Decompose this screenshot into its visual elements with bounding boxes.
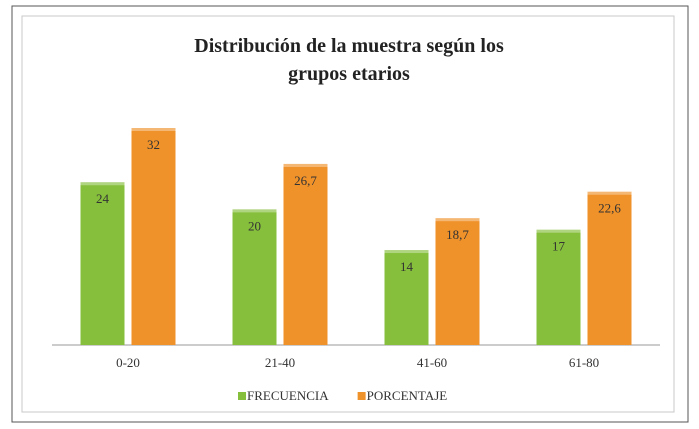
data-label: 22,6: [598, 201, 621, 216]
bar-shine: [283, 163, 328, 167]
x-tick-label: 0-20: [116, 355, 140, 370]
bar-shine: [536, 229, 581, 233]
bar: [536, 229, 581, 345]
bar-shine: [232, 209, 277, 213]
bar-shine: [435, 218, 480, 222]
x-tick-label: 61-80: [569, 355, 599, 370]
chart-frame: [21, 15, 675, 413]
legend-label: FRECUENCIA: [247, 388, 329, 403]
data-label: 24: [96, 191, 110, 206]
bar: [283, 163, 328, 345]
bar: [435, 218, 480, 345]
bar-shine: [587, 191, 632, 195]
x-tick-label: 21-40: [265, 355, 295, 370]
data-label: 17: [552, 239, 566, 254]
x-tick-label: 41-60: [417, 355, 447, 370]
bar-shine: [131, 128, 176, 131]
legend-swatch: [238, 392, 246, 400]
data-label: 14: [400, 259, 414, 274]
data-label: 20: [248, 218, 261, 233]
bar-shine: [384, 250, 429, 254]
data-label: 18,7: [446, 227, 469, 242]
bar-shine: [80, 182, 125, 186]
bar: [131, 128, 176, 345]
legend-swatch: [357, 392, 366, 400]
bar: [232, 209, 277, 345]
bar: [384, 250, 429, 345]
legend-label: PORCENTAJE: [367, 388, 448, 403]
data-label: 32: [147, 137, 160, 152]
chart-title: Distribución de la muestra según los gru…: [194, 35, 504, 85]
data-label: 26,7: [294, 173, 317, 188]
bar: [80, 182, 125, 345]
bar: [587, 191, 632, 345]
